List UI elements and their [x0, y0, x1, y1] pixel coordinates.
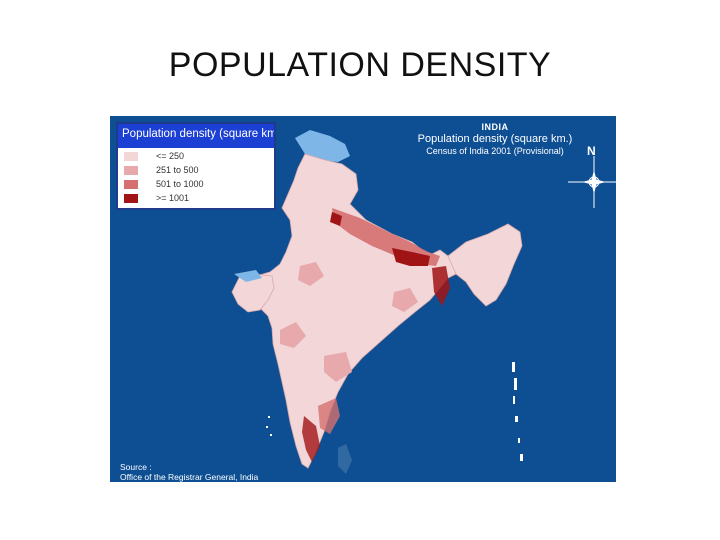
northeast-region [447, 223, 523, 307]
map-source: Source : Office of the Registrar General… [120, 462, 258, 482]
tamil-nadu-medium [318, 398, 340, 434]
legend-swatch [124, 179, 138, 189]
delhi-dense [330, 212, 342, 226]
legend-item: 251 to 500 [124, 164, 274, 176]
source-label: Source : [120, 462, 152, 472]
lakshadweep-islands [266, 416, 272, 436]
density-map: Population density (square km.) <= 250 2… [110, 116, 616, 482]
source-text: Office of the Registrar General, India [120, 472, 259, 482]
andaman-islands [512, 362, 523, 461]
legend-swatch [124, 151, 138, 161]
legend-item: <= 250 [124, 150, 274, 162]
kutch-wetland [234, 270, 262, 282]
map-heading: INDIA Population density (square km.) Ce… [410, 122, 580, 156]
legend-label: <= 250 [156, 151, 185, 161]
legend-label: 251 to 500 [156, 165, 199, 175]
india-map-graphic [231, 130, 616, 474]
andhra-medium [324, 352, 352, 382]
bihar-very-dense [392, 248, 430, 266]
west-bengal-dense [432, 266, 450, 306]
legend-swatch [124, 193, 138, 203]
kashmir-region [295, 130, 350, 162]
legend-item: >= 1001 [124, 192, 274, 204]
slide-title: POPULATION DENSITY [168, 46, 552, 84]
map-legend: Population density (square km.) <= 250 2… [116, 122, 276, 210]
map-census-note: Census of India 2001 (Provisional) [426, 146, 564, 156]
legend-swatch [124, 165, 138, 175]
odisha-medium [392, 288, 418, 312]
legend-label: 501 to 1000 [156, 179, 204, 189]
mp-medium [298, 262, 324, 286]
map-country-label: INDIA [481, 122, 509, 132]
legend-label: >= 1001 [156, 193, 190, 203]
legend-item: 501 to 1000 [124, 178, 274, 190]
gujarat-peninsula [231, 273, 275, 313]
ganga-plain-dense [332, 208, 440, 266]
sri-lanka [338, 444, 352, 474]
kerala-dense [302, 416, 320, 462]
compass-rose-icon [568, 156, 616, 208]
legend-title: Population density (square km.) [118, 124, 274, 148]
map-subtitle: Population density (square km.) [417, 133, 573, 145]
north-label: N [587, 144, 596, 158]
maharashtra-medium [280, 322, 306, 348]
